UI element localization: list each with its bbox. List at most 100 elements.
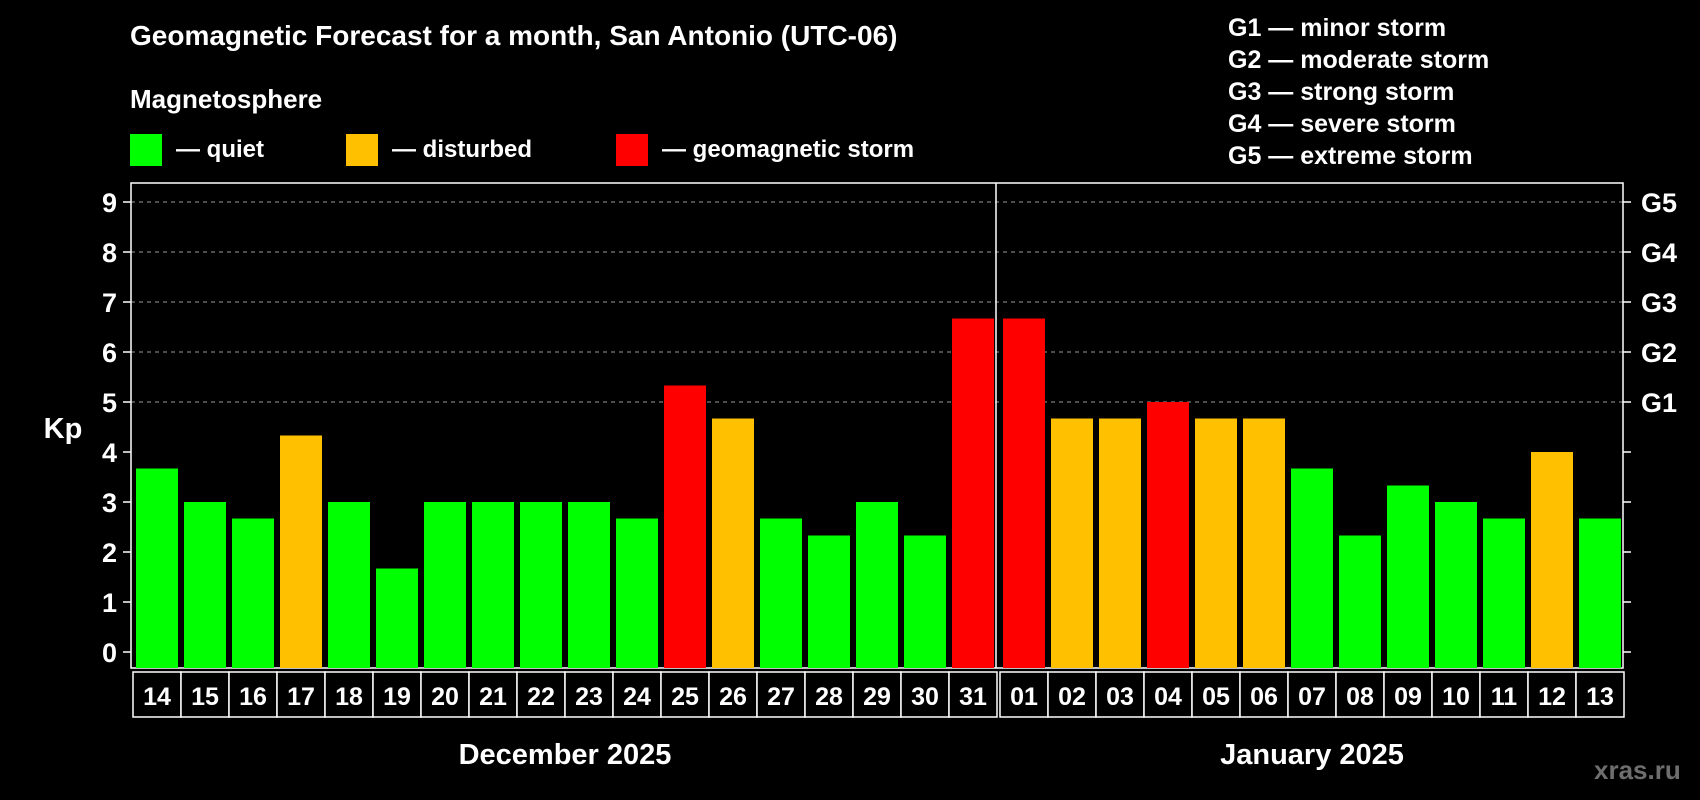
bar-30 xyxy=(904,535,946,668)
x-tick-label-27: 27 xyxy=(767,683,795,711)
legend-swatch-quiet xyxy=(130,134,162,166)
bar-27 xyxy=(760,518,802,668)
bar-28 xyxy=(808,535,850,668)
bar-22 xyxy=(520,502,562,668)
legend-item-quiet: — quiet xyxy=(130,134,264,166)
right-axis-label-g4: G4 xyxy=(1641,238,1677,268)
x-tick-label-19: 19 xyxy=(383,683,411,711)
x-tick-label-12: 12 xyxy=(1538,683,1566,711)
bar-14 xyxy=(136,468,178,668)
bar-16 xyxy=(232,518,274,668)
x-tick-label-21: 21 xyxy=(479,683,507,711)
bar-02 xyxy=(1051,418,1093,668)
y-tick-label: 0 xyxy=(102,638,117,668)
x-tick-label-16: 16 xyxy=(239,683,267,711)
x-tick-label-24: 24 xyxy=(623,683,651,711)
y-tick-label: 2 xyxy=(102,538,117,568)
y-tick-label: 7 xyxy=(102,288,117,318)
x-tick-label-28: 28 xyxy=(815,683,843,711)
date-box xyxy=(372,671,422,718)
date-box xyxy=(948,671,998,718)
x-tick-label-08: 08 xyxy=(1346,683,1374,711)
date-box xyxy=(804,671,854,718)
y-tick-label: 3 xyxy=(102,488,117,518)
bar-15 xyxy=(184,502,226,668)
date-box xyxy=(1239,671,1289,718)
bar-18 xyxy=(328,502,370,668)
bar-06 xyxy=(1243,418,1285,668)
legend-label-disturbed: — disturbed xyxy=(392,136,533,163)
legend-label-quiet: — quiet xyxy=(176,136,264,163)
legend-item-disturbed: — disturbed xyxy=(346,134,532,166)
x-tick-label-20: 20 xyxy=(431,683,459,711)
x-tick-label-14: 14 xyxy=(143,683,171,711)
date-box xyxy=(420,671,470,718)
bar-05 xyxy=(1195,418,1237,668)
y-tick-label: 5 xyxy=(102,388,117,418)
x-tick-label-30: 30 xyxy=(911,683,939,711)
date-box xyxy=(612,671,662,718)
bar-21 xyxy=(472,502,514,668)
date-box xyxy=(1335,671,1385,718)
bar-23 xyxy=(568,502,610,668)
magnetosphere-label: Magnetosphere xyxy=(130,84,323,114)
x-tick-label-17: 17 xyxy=(287,683,315,711)
bar-01 xyxy=(1003,318,1045,668)
date-box xyxy=(1047,671,1097,718)
x-tick-label-18: 18 xyxy=(335,683,363,711)
x-tick-label-26: 26 xyxy=(719,683,747,711)
bar-17 xyxy=(280,435,322,668)
x-tick-label-25: 25 xyxy=(671,683,699,711)
date-box xyxy=(468,671,518,718)
bar-29 xyxy=(856,502,898,668)
date-box xyxy=(132,671,182,718)
y-tick-label: 4 xyxy=(102,438,117,468)
bar-04 xyxy=(1147,402,1189,668)
x-tick-label-06: 06 xyxy=(1250,683,1278,711)
bar-20 xyxy=(424,502,466,668)
right-axis-label-g1: G1 xyxy=(1641,388,1677,418)
date-box xyxy=(324,671,374,718)
chart-title: Geomagnetic Forecast for a month, San An… xyxy=(130,20,898,51)
g-scale-g5: G5 — extreme storm xyxy=(1228,142,1473,170)
bar-08 xyxy=(1339,535,1381,668)
x-tick-label-11: 11 xyxy=(1491,683,1518,711)
bar-26 xyxy=(712,418,754,668)
x-tick-label-03: 03 xyxy=(1106,683,1134,711)
date-box xyxy=(900,671,950,718)
date-box xyxy=(1383,671,1433,718)
bar-24 xyxy=(616,518,658,668)
date-box xyxy=(228,671,278,718)
bar-11 xyxy=(1483,518,1525,668)
x-tick-label-22: 22 xyxy=(527,683,555,711)
date-box xyxy=(1575,671,1625,718)
month-label: December 2025 xyxy=(459,739,672,771)
x-tick-label-07: 07 xyxy=(1298,683,1326,711)
y-axis-label: Kp xyxy=(44,413,83,445)
g-scale-g1: G1 — minor storm xyxy=(1228,14,1447,42)
legend-swatch-storm xyxy=(616,134,648,166)
legend-label-storm: — geomagnetic storm xyxy=(662,136,915,163)
date-box xyxy=(276,671,326,718)
bar-07 xyxy=(1291,468,1333,668)
g-scale-g3: G3 — strong storm xyxy=(1228,78,1455,106)
bar-03 xyxy=(1099,418,1141,668)
x-tick-label-02: 02 xyxy=(1058,683,1086,711)
date-box xyxy=(180,671,230,718)
bar-12 xyxy=(1531,452,1573,668)
g-scale-g4: G4 — severe storm xyxy=(1228,110,1456,138)
right-axis-label-g3: G3 xyxy=(1641,288,1677,318)
bar-13 xyxy=(1579,518,1621,668)
date-box xyxy=(1479,671,1529,718)
bar-25 xyxy=(664,385,706,668)
date-box xyxy=(1287,671,1337,718)
y-tick-label: 1 xyxy=(102,588,117,618)
x-tick-label-09: 09 xyxy=(1394,683,1422,711)
x-tick-label-04: 04 xyxy=(1154,683,1182,711)
bar-31 xyxy=(952,318,994,668)
x-tick-label-29: 29 xyxy=(863,683,891,711)
legend-item-storm: — geomagnetic storm xyxy=(616,134,914,166)
x-tick-label-15: 15 xyxy=(191,683,219,711)
date-box xyxy=(708,671,758,718)
